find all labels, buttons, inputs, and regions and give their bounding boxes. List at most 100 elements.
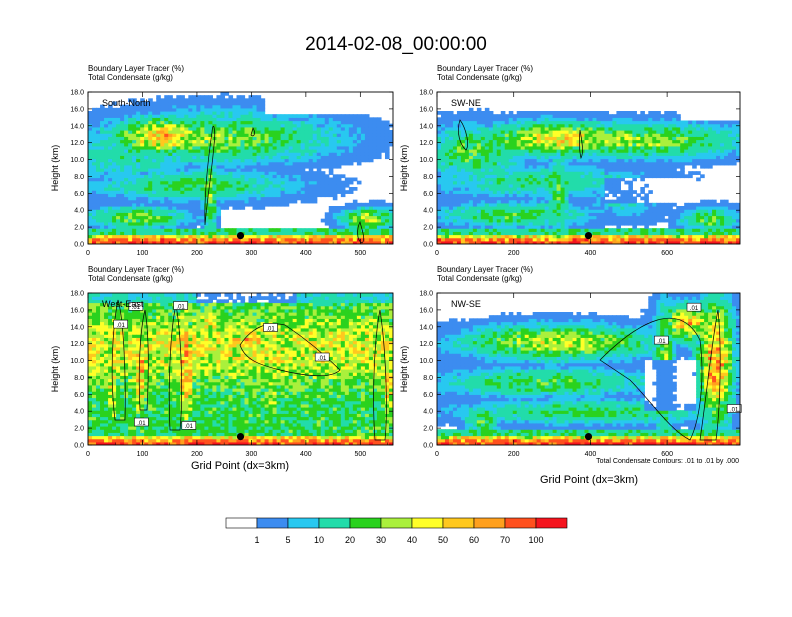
heatmap-field [437, 92, 741, 245]
heatmap-cell [325, 228, 330, 232]
heatmap-cell [612, 114, 617, 118]
heatmap-cell [624, 228, 629, 232]
heatmap-cell [353, 114, 358, 118]
heatmap-cell [481, 111, 486, 115]
heatmap-cell [96, 108, 101, 112]
heatmap-cell [241, 228, 246, 232]
heatmap-cell [321, 171, 326, 175]
heatmap-cell [509, 111, 514, 115]
y-tick-label: 6.0 [74, 191, 84, 198]
heatmap-cell [357, 203, 362, 207]
heatmap-cell [557, 111, 562, 115]
heatmap-cell [220, 92, 225, 96]
heatmap-cell [620, 190, 625, 194]
heatmap-cell [357, 114, 362, 118]
heatmap-cell [604, 200, 609, 204]
heatmap-cell [349, 203, 354, 207]
heatmap-cell [445, 111, 450, 115]
heatmap-cell [341, 181, 346, 185]
heatmap-cell [257, 95, 262, 99]
heatmap-cell [545, 111, 550, 115]
heatmap-cell [265, 228, 270, 232]
heatmap-cell [608, 200, 613, 204]
heatmap-cell [188, 95, 193, 99]
y-tick-label: 12.0 [70, 140, 84, 147]
heatmap-cell [309, 114, 314, 118]
heatmap-cell [317, 228, 322, 232]
heatmap-cell [333, 206, 338, 210]
heatmap-cell [596, 111, 601, 115]
heatmap-cell [285, 114, 290, 118]
heatmap-cell [208, 95, 213, 99]
heatmap-cell [624, 181, 629, 185]
heatmap-cell [337, 206, 342, 210]
heatmap-cell [289, 228, 294, 232]
heatmap-cell [369, 117, 374, 121]
heatmap-field [88, 92, 394, 245]
heatmap-cell [361, 203, 366, 207]
heatmap-cell [285, 228, 290, 232]
heatmap-cell [164, 95, 169, 99]
heatmap-cell [269, 228, 274, 232]
heatmap-cell [305, 228, 310, 232]
heatmap-cell [385, 121, 390, 125]
heatmap-cell [321, 114, 326, 118]
heatmap-cell [329, 178, 334, 182]
heatmap-cell [381, 200, 386, 204]
heatmap-cell [160, 98, 165, 102]
heatmap-cell [497, 114, 502, 118]
heatmap-cell [200, 95, 205, 99]
y-tick-label: 18.0 [70, 90, 84, 97]
heatmap-cell [337, 114, 342, 118]
y-tick-label: 16.0 [70, 106, 84, 113]
heatmap-cell [437, 111, 442, 115]
heatmap-cell [232, 228, 237, 232]
heatmap-cell [473, 111, 478, 115]
heatmap-cell [581, 111, 586, 115]
heatmap-cell [485, 108, 490, 112]
x-tick-label: 400 [300, 250, 312, 257]
heatmap-cell [216, 95, 221, 99]
heatmap-cell [608, 228, 613, 232]
heatmap-cell [281, 228, 286, 232]
heatmap-cell [345, 178, 350, 182]
heatmap-cell [592, 111, 597, 115]
heatmap-cell [333, 174, 338, 178]
heatmap-cell [589, 111, 594, 115]
heatmap-cell [377, 200, 382, 204]
heatmap-cell [236, 95, 241, 99]
heatmap-cell [249, 228, 254, 232]
heatmap-cell [565, 111, 570, 115]
x-tick-label: 0 [86, 250, 90, 257]
y-tick-label: 2.0 [74, 225, 84, 232]
heatmap-cell [253, 95, 258, 99]
x-tick-label: 200 [191, 250, 203, 257]
heatmap-cell [204, 95, 209, 99]
heatmap-cell [537, 111, 542, 115]
heatmap-cell [325, 114, 330, 118]
heatmap-cell [341, 174, 346, 178]
heatmap-cell [493, 114, 498, 118]
x-tick-label: 100 [137, 250, 149, 257]
heatmap-cell [293, 114, 298, 118]
heatmap-cell [305, 114, 310, 118]
heatmap-cell [321, 219, 326, 223]
heatmap-cell [513, 114, 518, 118]
heatmap-cell [361, 114, 366, 118]
heatmap-cell [569, 111, 574, 115]
heatmap-cell [241, 95, 246, 99]
heatmap-cell [212, 98, 217, 102]
heatmap-cell [349, 114, 354, 118]
y-tick-label: 10.0 [70, 157, 84, 164]
heatmap-cell [365, 203, 370, 207]
heatmap-cell [549, 111, 554, 115]
heatmap-cell [353, 178, 358, 182]
heatmap-cell [261, 228, 266, 232]
heatmap-cell [313, 171, 318, 175]
heatmap-cell [156, 95, 161, 99]
heatmap-cell [220, 228, 225, 232]
heatmap-cell [525, 111, 530, 115]
heatmap-cell [261, 98, 266, 102]
heatmap-cell [357, 181, 362, 185]
